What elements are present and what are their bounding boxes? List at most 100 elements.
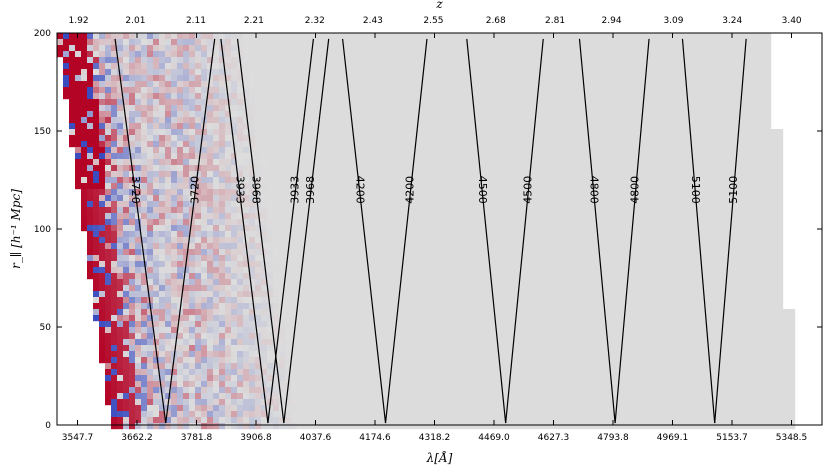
heatmap-cell bbox=[441, 219, 448, 226]
heatmap-cell bbox=[387, 327, 394, 334]
heatmap-cell bbox=[411, 285, 418, 292]
heatmap-cell bbox=[507, 321, 514, 328]
heatmap-cell bbox=[207, 33, 214, 40]
heatmap-cell bbox=[315, 195, 322, 202]
heatmap-cell bbox=[87, 189, 94, 196]
heatmap-cell bbox=[231, 231, 238, 238]
heatmap-cell bbox=[435, 45, 442, 52]
heatmap-cell bbox=[477, 51, 484, 58]
heatmap-cell bbox=[381, 75, 388, 82]
heatmap-cell bbox=[135, 219, 142, 226]
heatmap-cell bbox=[213, 135, 220, 142]
heatmap-cell bbox=[213, 117, 220, 124]
heatmap-cell bbox=[201, 417, 208, 424]
heatmap-cell bbox=[531, 195, 538, 202]
heatmap-cell bbox=[93, 183, 100, 190]
heatmap-cell bbox=[69, 117, 76, 124]
heatmap-cell bbox=[483, 45, 490, 52]
heatmap-cell bbox=[123, 249, 130, 256]
heatmap-cell bbox=[381, 183, 388, 190]
heatmap-cell bbox=[423, 411, 430, 418]
heatmap-cell bbox=[381, 123, 388, 130]
heatmap-cell bbox=[363, 207, 370, 214]
heatmap-cell bbox=[213, 159, 220, 166]
heatmap-cell bbox=[423, 171, 430, 178]
heatmap-cell bbox=[189, 81, 196, 88]
heatmap-cell bbox=[477, 249, 484, 256]
heatmap-cell bbox=[417, 171, 424, 178]
heatmap-cell bbox=[129, 177, 136, 184]
heatmap-cell bbox=[129, 261, 136, 268]
heatmap-cell bbox=[459, 279, 466, 286]
heatmap-cell bbox=[387, 165, 394, 172]
heatmap-cell bbox=[111, 159, 118, 166]
heatmap-cell bbox=[111, 297, 118, 304]
heatmap-cell bbox=[363, 147, 370, 154]
heatmap-cell bbox=[429, 381, 436, 388]
heatmap-cell bbox=[477, 69, 484, 76]
heatmap-cell bbox=[321, 261, 328, 268]
heatmap-cell bbox=[177, 405, 184, 412]
heatmap-cell bbox=[435, 399, 442, 406]
heatmap-cell bbox=[261, 87, 268, 94]
heatmap-cell bbox=[501, 339, 508, 346]
heatmap-cell bbox=[207, 39, 214, 46]
heatmap-cell bbox=[363, 333, 370, 340]
heatmap-cell bbox=[339, 111, 346, 118]
heatmap-cell bbox=[171, 219, 178, 226]
heatmap-cell bbox=[327, 183, 334, 190]
heatmap-cell bbox=[531, 405, 538, 412]
heatmap-cell bbox=[327, 339, 334, 346]
heatmap-cell bbox=[285, 243, 292, 250]
heatmap-cell bbox=[117, 201, 124, 208]
heatmap-cell bbox=[345, 123, 352, 130]
heatmap-cell bbox=[279, 411, 286, 418]
heatmap-cell bbox=[147, 99, 154, 106]
heatmap-cell bbox=[171, 381, 178, 388]
heatmap-cell bbox=[213, 393, 220, 400]
heatmap-cell bbox=[213, 333, 220, 340]
heatmap-cell bbox=[117, 339, 124, 346]
heatmap-cell bbox=[225, 123, 232, 130]
heatmap-cell bbox=[447, 99, 454, 106]
heatmap-cell bbox=[507, 99, 514, 106]
heatmap-cell bbox=[411, 75, 418, 82]
heatmap-cell bbox=[435, 171, 442, 178]
heatmap-cell bbox=[183, 75, 190, 82]
heatmap-cell bbox=[525, 381, 532, 388]
heatmap-cell bbox=[321, 363, 328, 370]
heatmap-cell bbox=[363, 267, 370, 274]
heatmap-cell bbox=[213, 195, 220, 202]
heatmap-cell bbox=[177, 207, 184, 214]
heatmap-cell bbox=[405, 363, 412, 370]
heatmap-cell bbox=[195, 189, 202, 196]
heatmap-cell bbox=[435, 99, 442, 106]
heatmap-cell bbox=[519, 165, 526, 172]
heatmap-cell bbox=[237, 303, 244, 310]
heatmap-cell bbox=[399, 375, 406, 382]
heatmap-cell bbox=[171, 405, 178, 412]
heatmap-cell bbox=[249, 285, 256, 292]
heatmap-cell bbox=[171, 135, 178, 142]
heatmap-cell bbox=[357, 225, 364, 232]
heatmap-cell bbox=[363, 75, 370, 82]
heatmap-cell bbox=[177, 333, 184, 340]
heatmap-cell bbox=[441, 405, 448, 412]
heatmap-cell bbox=[183, 333, 190, 340]
heatmap-cell bbox=[219, 51, 226, 58]
heatmap-cell bbox=[441, 339, 448, 346]
heatmap-cell bbox=[375, 291, 382, 298]
heatmap-cell bbox=[159, 333, 166, 340]
heatmap-cell bbox=[243, 249, 250, 256]
heatmap-cell bbox=[345, 285, 352, 292]
heatmap-cell bbox=[519, 51, 526, 58]
heatmap-cell bbox=[453, 123, 460, 130]
heatmap-cell bbox=[483, 369, 490, 376]
heatmap-cell bbox=[207, 261, 214, 268]
heatmap-cell bbox=[387, 159, 394, 166]
heatmap-cell bbox=[237, 339, 244, 346]
heatmap-cell bbox=[261, 291, 268, 298]
heatmap-cell bbox=[507, 87, 514, 94]
heatmap-cell bbox=[513, 411, 520, 418]
heatmap-cell bbox=[255, 243, 262, 250]
